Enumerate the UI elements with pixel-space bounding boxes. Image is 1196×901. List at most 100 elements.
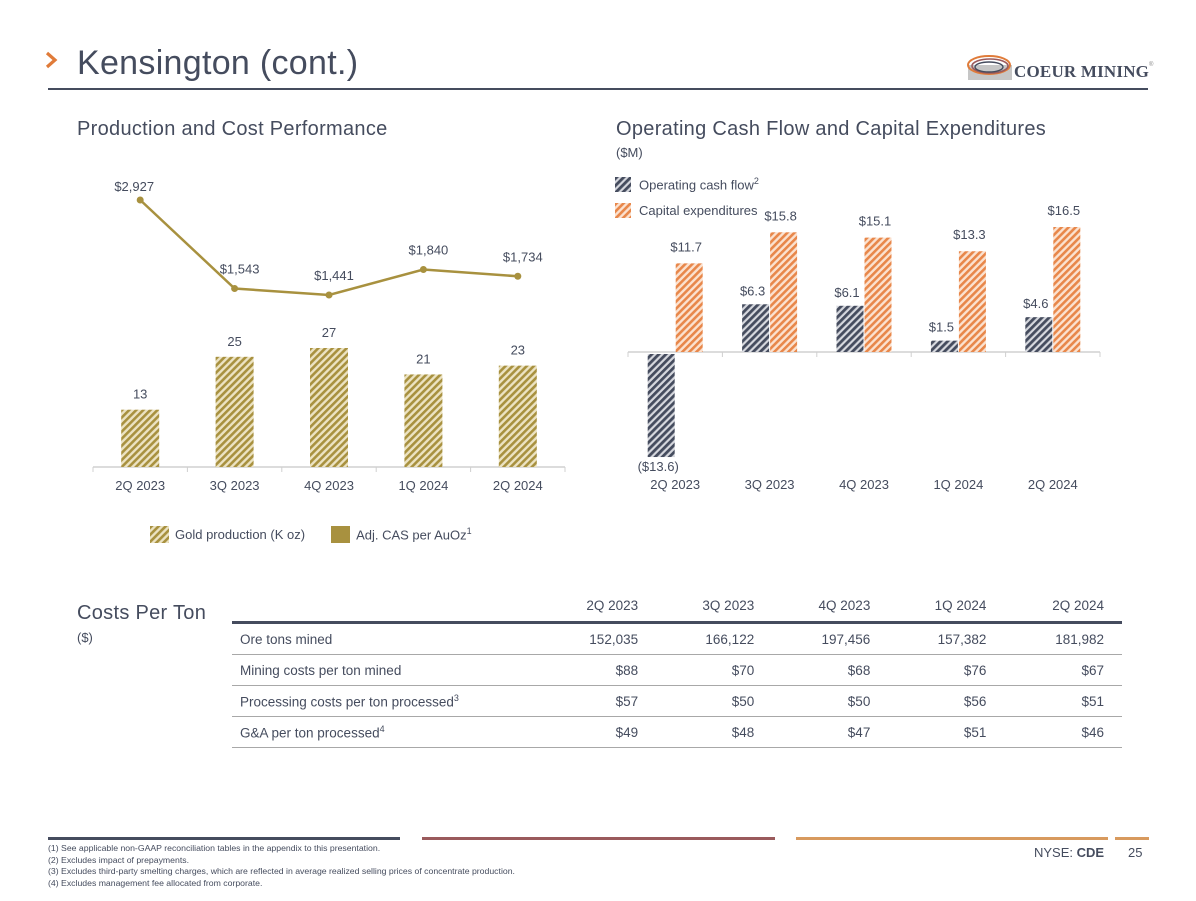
table-cell: 152,035 xyxy=(538,622,655,655)
cashflow-legend: Operating cash flow2 Capital expenditure… xyxy=(615,176,759,219)
row-label: Mining costs per ton mined xyxy=(232,654,538,686)
bar-capital-expenditures xyxy=(958,251,986,352)
table-row: Processing costs per ton processed3 $57 $5… xyxy=(232,685,1122,717)
bar-gold-production xyxy=(121,409,160,467)
chevron-right-icon xyxy=(45,51,58,69)
footnote-1: (1) See applicable non-GAAP reconciliati… xyxy=(48,843,381,853)
x-tick-label: 3Q 2023 xyxy=(210,478,260,493)
legend-footnote-ref: 1 xyxy=(466,526,472,537)
x-tick-label: 2Q 2023 xyxy=(115,478,165,493)
bar-capital-expenditures xyxy=(1053,227,1081,352)
logo-ring-icon xyxy=(967,55,1012,80)
point-adj-cas xyxy=(419,265,427,273)
bar-gold-production xyxy=(498,365,537,467)
point-adj-cas xyxy=(325,291,333,299)
data-label-capital-expenditures: $13.3 xyxy=(953,227,986,242)
legend-label-gold-production: Gold production (K oz) xyxy=(175,527,306,542)
data-label-adj-cas: $1,840 xyxy=(409,242,449,257)
company-logo xyxy=(966,50,1166,86)
bar-gold-production xyxy=(404,374,443,467)
row-label-text: Ore tons mined xyxy=(240,631,333,647)
legend-label-adj-cas: Adj. CAS per AuOz1 xyxy=(356,526,472,542)
row-label: Ore tons mined xyxy=(232,622,538,655)
row-label: Processing costs per ton processed3 xyxy=(232,685,538,717)
table-cell: $56 xyxy=(886,685,1003,717)
legend-label-capital-expenditures: Capital expenditures xyxy=(639,203,758,218)
data-label-adj-cas: $2,927 xyxy=(114,179,154,194)
legend-swatch-operating-cash-flow xyxy=(615,177,631,192)
footnote-2: (2) Excludes impact of prepayments. xyxy=(48,854,189,865)
point-adj-cas xyxy=(514,272,522,280)
x-tick-label: 1Q 2024 xyxy=(933,477,983,492)
x-tick-label: 4Q 2023 xyxy=(839,477,889,492)
table-cell: $50 xyxy=(654,685,771,717)
data-label-gold-production: 13 xyxy=(133,387,147,402)
page-number: 25 xyxy=(1128,845,1143,860)
table-cell: 157,382 xyxy=(886,622,1003,655)
data-label-gold-production: 25 xyxy=(227,334,241,349)
stock-ticker: NYSE: CDE xyxy=(1034,845,1104,860)
footer-rule-navy xyxy=(48,837,400,840)
legend-item-operating-cash-flow: Operating cash flow2 xyxy=(615,176,759,193)
table-cell: 166,122 xyxy=(654,622,771,655)
legend-label-operating-cash-flow: Operating cash flow xyxy=(639,177,754,193)
legend-footnote-ref: 2 xyxy=(753,176,759,187)
bar-operating-cash-flow xyxy=(1025,317,1053,352)
production-section-title: Production and Cost Performance xyxy=(77,118,388,140)
table-cell: $47 xyxy=(770,716,887,748)
production-legend: Gold production (K oz) Adj. CAS per AuOz… xyxy=(150,526,472,543)
footer-rule-maroon xyxy=(422,837,775,840)
legend-item-capital-expenditures: Capital expenditures xyxy=(615,202,759,219)
ticker-symbol: CDE xyxy=(1076,845,1105,860)
point-adj-cas xyxy=(231,284,239,292)
data-label-capital-expenditures: $16.5 xyxy=(1048,203,1081,218)
x-tick-label: 3Q 2023 xyxy=(745,477,795,492)
x-tick-label: 2Q 2023 xyxy=(650,477,700,492)
footnote-ref: 3 xyxy=(453,692,459,703)
table-cell: $76 xyxy=(886,654,1003,686)
logo-registered-mark: ® xyxy=(1149,62,1154,68)
table-cell: $46 xyxy=(1002,716,1122,748)
exchange-label: NYSE: xyxy=(1034,845,1077,860)
row-label-text: Processing costs per ton processed xyxy=(240,694,454,710)
table-cell: $51 xyxy=(1002,685,1122,717)
costs-section-title: Costs Per Ton xyxy=(77,602,207,624)
table-cell: $48 xyxy=(654,716,771,748)
bar-capital-expenditures xyxy=(675,263,703,352)
x-tick-label: 2Q 2024 xyxy=(493,478,543,493)
page-title: Kensington (cont.) xyxy=(77,44,359,82)
data-label-operating-cash-flow: $6.3 xyxy=(740,283,765,298)
table-header-cell: 1Q 2024 xyxy=(886,596,1003,624)
x-tick-label: 4Q 2023 xyxy=(304,478,354,493)
row-label-text: Mining costs per ton mined xyxy=(240,662,402,678)
table-cell: $70 xyxy=(654,654,771,686)
data-label-gold-production: 23 xyxy=(511,343,525,358)
table-header-cell: 4Q 2023 xyxy=(770,596,887,624)
x-tick-label: 2Q 2024 xyxy=(1028,477,1078,492)
footnote-4: (4) Excludes management fee allocated fr… xyxy=(48,877,263,888)
table-cell: 197,456 xyxy=(770,622,887,655)
bar-operating-cash-flow xyxy=(647,354,675,458)
data-label-adj-cas: $1,734 xyxy=(503,249,543,264)
footnote-ref: 4 xyxy=(379,723,385,734)
bar-capital-expenditures xyxy=(864,237,892,352)
bar-gold-production xyxy=(310,348,348,467)
production-chart: 13 2Q 2023 25 3Q 2023 27 4Q 2023 21 1Q 2024 23 2Q… xyxy=(92,179,566,493)
legend-swatch-gold-production xyxy=(150,526,169,543)
table-header-cell: 2Q 2023 xyxy=(538,596,655,624)
table-cell: 181,982 xyxy=(1002,622,1122,655)
data-label-gold-production: 27 xyxy=(322,325,336,340)
data-label-capital-expenditures: $15.1 xyxy=(859,214,892,229)
data-label-gold-production: 21 xyxy=(416,351,430,366)
table-header-empty xyxy=(232,596,538,624)
footnotes: (1) See applicable non-GAAP reconciliati… xyxy=(48,843,515,889)
legend-swatch-adj-cas xyxy=(331,526,351,543)
footer-rule-tan-short xyxy=(1115,837,1149,840)
cashflow-section-title: Operating Cash Flow and Capital Expendit… xyxy=(616,118,1047,140)
table-cell: $68 xyxy=(770,654,887,686)
data-label-capital-expenditures: $15.8 xyxy=(764,208,797,223)
table-cell: $51 xyxy=(886,716,1003,748)
data-label-adj-cas: $1,441 xyxy=(314,268,354,283)
table-cell: $49 xyxy=(538,716,655,748)
